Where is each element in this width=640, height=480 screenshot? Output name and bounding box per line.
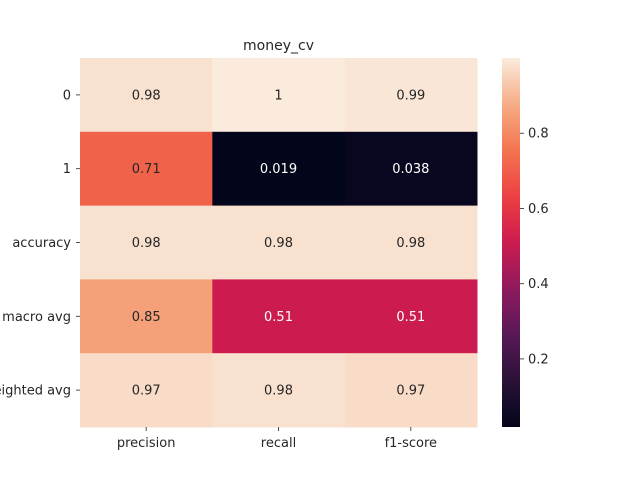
cell-annotation: 0.97	[396, 384, 425, 399]
heatmap-cell	[80, 58, 213, 133]
x-tick-label: f1-score	[385, 436, 437, 451]
y-tick-label: macro avg	[2, 310, 71, 325]
colorbar-tick-label: 0.8	[528, 127, 549, 142]
heatmap-cell	[212, 205, 346, 280]
heatmap-cell	[212, 279, 346, 354]
x-axis: precision recall f1-score	[117, 427, 437, 451]
x-tick-label: precision	[117, 436, 176, 451]
y-tick-label: weighted avg	[0, 384, 71, 399]
colorbar-tick-label: 0.4	[528, 277, 549, 292]
cell-annotation: 0.98	[132, 88, 161, 103]
heatmap-cell	[80, 353, 213, 428]
cell-annotation: 0.71	[132, 162, 161, 177]
colorbar-tick-label: 0.2	[528, 352, 549, 367]
cell-annotation: 0.51	[396, 310, 425, 325]
heatmap-cell	[344, 279, 478, 354]
heatmap-cell	[344, 131, 478, 207]
cell-annotation: 0.99	[396, 88, 425, 103]
cell-annotation: 0.98	[264, 384, 293, 399]
x-tick-label: recall	[261, 436, 296, 451]
cell-annotation: 0.97	[132, 384, 161, 399]
colorbar: 0.2 0.4 0.6 0.8	[502, 58, 549, 427]
colorbar-tick-label: 0.6	[528, 202, 549, 217]
y-tick-label: accuracy	[12, 236, 71, 251]
heatmap-cell	[344, 58, 478, 133]
cell-annotation: 0.98	[132, 236, 161, 251]
cell-annotation: 1	[274, 88, 282, 103]
heatmap-cell	[80, 279, 213, 354]
cell-annotation: 0.98	[396, 236, 425, 251]
heatmap-cells: 0.98 1 0.99 0.71 0.019 0.038 0.98 0.98 0.98 0.85 0…	[80, 58, 478, 428]
heatmap-cell	[212, 353, 346, 428]
cell-annotation: 0.85	[132, 310, 161, 325]
cell-annotation: 0.038	[392, 162, 429, 177]
chart-title: money_cv	[243, 38, 314, 54]
cell-annotation: 0.019	[260, 162, 297, 177]
heatmap-cell	[212, 58, 346, 133]
heatmap-cell	[80, 205, 213, 280]
y-tick-label: 0	[63, 88, 71, 103]
cell-annotation: 0.51	[264, 310, 293, 325]
heatmap-cell	[212, 131, 346, 207]
y-tick-label: 1	[63, 162, 71, 177]
heatmap-cell	[344, 205, 478, 280]
y-axis: 0 1 accuracy macro avg weighted avg	[0, 88, 80, 399]
cell-annotation: 0.98	[264, 236, 293, 251]
colorbar-gradient	[502, 58, 520, 427]
heatmap-cell	[344, 353, 478, 428]
heatmap-cell	[80, 131, 213, 207]
